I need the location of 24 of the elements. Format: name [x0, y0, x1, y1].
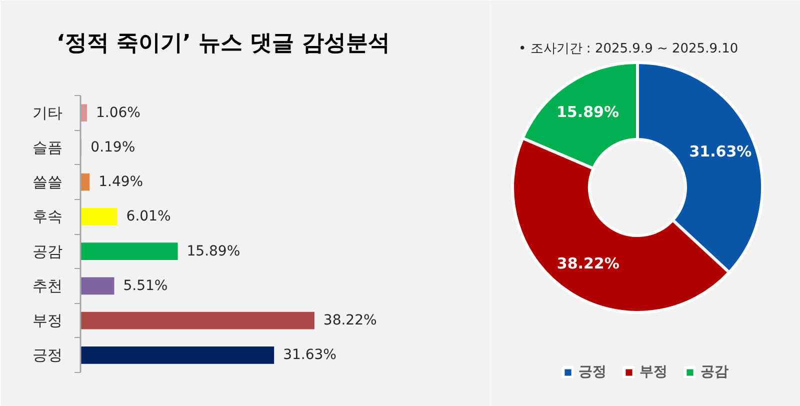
chart-title: ‘정적 죽이기’ 뉴스 댓글 감성분석 [56, 31, 390, 56]
data-label: 1.06% [96, 104, 140, 121]
y-tick-label: 슬픔 [32, 138, 62, 156]
data-label: 38.22% [556, 254, 620, 272]
text: • 조사기간 : 2025.9.9 ~ 2025.9.10 [518, 42, 738, 56]
y-tick-label: 추천 [32, 276, 62, 295]
y-tick-label: 긍정 [32, 346, 62, 364]
data-label: 15.89% [186, 243, 240, 260]
data-label: 15.89% [556, 102, 619, 121]
y-tick-label: 공감 [32, 242, 62, 260]
data-label: 31.63% [689, 142, 752, 160]
legend-label: 부정 [640, 363, 668, 381]
legend-label: 공감 [700, 363, 728, 381]
data-label: 0.19% [90, 139, 136, 156]
data-label: 6.01% [126, 208, 171, 225]
data-label: 38.22% [323, 312, 377, 329]
y-tick-label: 부정 [32, 312, 62, 330]
legend-label: 긍정 [578, 363, 606, 381]
y-tick-label: 기타 [32, 104, 62, 122]
y-tick-label: 쓸쓸 [32, 173, 62, 192]
data-label: 5.51% [123, 278, 168, 294]
data-label: 1.49% [98, 174, 144, 190]
y-tick-label: 후속 [32, 208, 62, 226]
data-label: 31.63% [283, 347, 336, 364]
